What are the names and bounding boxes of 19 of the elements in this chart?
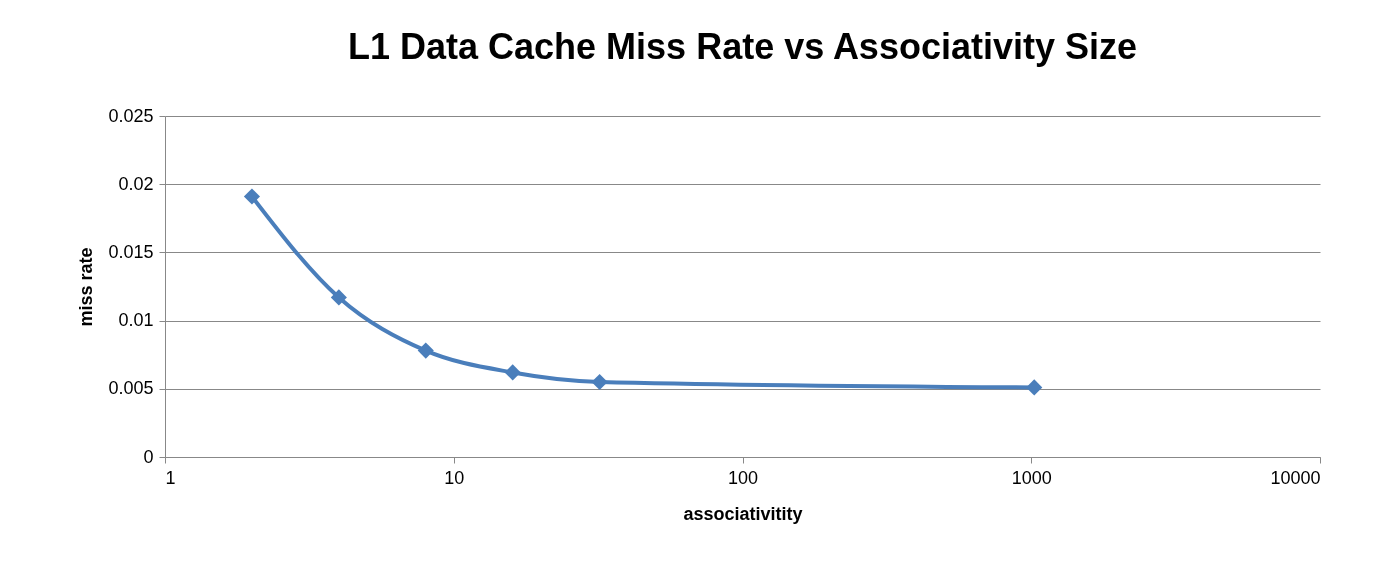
x-tick-label: 10: [444, 467, 465, 488]
point: [417, 342, 434, 359]
y-tick-label: 0: [143, 446, 154, 467]
y-tick-label: 0.01: [118, 310, 154, 331]
x-tick-label: 10000: [1270, 467, 1321, 488]
point: [504, 364, 521, 381]
point: [330, 289, 347, 306]
chart-title: L1 Data Cache Miss Rate vs Associativity Size: [347, 26, 1138, 67]
x-tick-label: 100: [727, 467, 759, 488]
point: [591, 373, 608, 391]
y-tick-label: 0.015: [108, 241, 154, 262]
y-axis-title: miss rate: [76, 247, 97, 327]
x-tick-label: 1: [165, 467, 176, 488]
x-axis-title: associativitity: [683, 503, 803, 524]
y-tick-label: 0.02: [118, 173, 154, 194]
y-tick-label: 0.025: [108, 105, 154, 126]
x-tick-label: 1000: [1011, 467, 1052, 488]
y-tick-label: 0.005: [108, 378, 154, 399]
point: [243, 188, 260, 205]
